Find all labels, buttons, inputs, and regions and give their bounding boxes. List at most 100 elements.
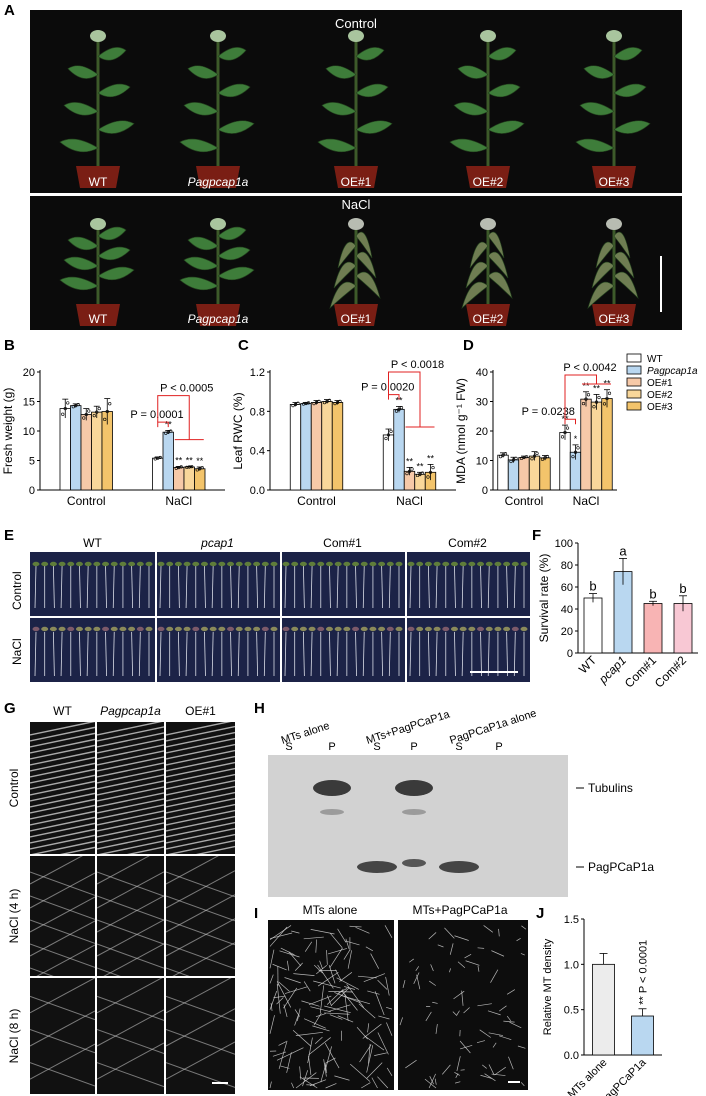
microtubule-shape <box>30 896 95 933</box>
microtubule-shape <box>166 743 235 760</box>
y-tick-label: 80 <box>561 560 573 572</box>
microtubule-shape <box>31 840 95 854</box>
image-title: MTs+PagPCaP1a <box>412 903 507 917</box>
cotyledon-shape <box>416 561 424 567</box>
annotation-text: P = 0.0238 <box>522 406 575 418</box>
cotyledon-shape <box>244 561 252 567</box>
data-point <box>594 400 599 404</box>
microtubule-shape <box>97 798 164 814</box>
y-tick-label: 0.4 <box>250 446 265 458</box>
column-label-Com#2: Com#2 <box>448 536 487 550</box>
microtubule-shape <box>455 1073 459 1078</box>
bracket-line <box>564 374 597 420</box>
cotyledon-shape <box>145 626 153 632</box>
cotyledon-shape <box>261 626 269 632</box>
data-point <box>535 451 539 456</box>
data-point <box>563 430 567 435</box>
microtubule-shape <box>97 750 164 766</box>
microtubule-shape <box>517 1045 526 1049</box>
genotype-label-control: WT <box>88 175 108 189</box>
x-category-label: Com#1 <box>622 653 659 690</box>
microtubule-shape <box>276 981 292 1008</box>
microtubule-shape <box>166 791 235 808</box>
mt-density-chart: 0.0 0.5 1.0 1.5 Relative MT density MTs alone… <box>542 914 662 1096</box>
data-point <box>293 402 298 407</box>
root-shape <box>177 631 180 677</box>
root-shape <box>355 565 357 609</box>
microtubule-shape <box>324 1005 351 1014</box>
microtubule-shape <box>491 950 505 957</box>
leaf-shape <box>217 83 251 98</box>
bar-WT <box>289 404 302 491</box>
mt-image-cell <box>30 856 95 976</box>
leaf-shape <box>97 266 135 281</box>
y-tick-label: 5 <box>29 456 35 468</box>
legend-label-2: OE#1 <box>647 378 673 389</box>
root-shape <box>138 565 141 609</box>
leaf-shape <box>461 281 489 309</box>
leaf-shape <box>67 65 99 79</box>
y-tick-label: 15 <box>23 397 35 409</box>
x-category-label: Control <box>297 494 336 508</box>
bracket-line <box>388 394 400 400</box>
root-shape <box>79 631 81 677</box>
microtubule-shape <box>465 960 480 966</box>
bar-Pagpcap1a <box>300 403 312 491</box>
microtubule-shape <box>437 944 444 948</box>
microtubule-shape <box>97 856 150 885</box>
bracket-line <box>564 418 576 425</box>
cotyledon-shape <box>433 626 441 632</box>
microtubule-shape <box>97 834 164 850</box>
data-point <box>545 454 550 459</box>
leaf-shape <box>59 276 99 291</box>
microtubule-shape <box>338 988 348 994</box>
cotyledon-shape <box>136 561 144 567</box>
pot-shape <box>196 304 240 326</box>
data-point <box>420 471 425 475</box>
microtubule-shape <box>97 871 164 909</box>
microtubule-shape <box>30 780 95 796</box>
data-point <box>428 470 433 474</box>
microtubule-shape <box>490 969 499 983</box>
microtubule-shape <box>463 1007 470 1014</box>
y-tick-label: 20 <box>23 367 35 379</box>
microtubule-shape <box>97 786 164 802</box>
leaf-shape <box>575 138 615 153</box>
legend-label-4: OE#3 <box>647 402 673 413</box>
microtubule-shape <box>269 974 274 984</box>
y-tick-label: 40 <box>561 604 573 616</box>
data-point <box>322 401 327 405</box>
microtubule-shape <box>166 773 235 790</box>
microtubule-shape <box>346 984 365 1008</box>
apex-shape <box>210 30 226 42</box>
data-point <box>602 402 607 406</box>
cotyledon-shape <box>459 626 467 632</box>
data-point <box>74 404 78 408</box>
cotyledon-shape <box>299 626 307 632</box>
microtubule-shape <box>384 925 393 938</box>
root-shape <box>159 631 162 677</box>
significance-letter: a <box>619 543 627 558</box>
x-category-label: NaCl <box>165 494 192 508</box>
microtubule-shape <box>97 1009 164 1047</box>
data-point <box>532 454 537 458</box>
genotype-label-nacl: OE#3 <box>598 312 630 326</box>
root-shape <box>388 631 391 677</box>
microtubule-shape <box>359 1044 372 1063</box>
microtubule-shape <box>30 744 95 760</box>
microtubule-shape <box>457 961 466 968</box>
microtubule-shape <box>308 995 332 1005</box>
microtubule-shape <box>319 960 323 970</box>
root-shape <box>388 565 391 609</box>
data-point <box>200 466 204 470</box>
root-shape <box>336 565 339 609</box>
data-point <box>190 465 194 469</box>
microtubule-shape <box>272 963 287 971</box>
microtubule-shape <box>97 792 164 808</box>
gel-background <box>268 755 568 897</box>
cotyledon-shape <box>450 561 458 567</box>
y-tick-label: 0 <box>567 648 573 660</box>
microtubule-shape <box>97 919 164 945</box>
microtubule-shape <box>492 1042 497 1048</box>
